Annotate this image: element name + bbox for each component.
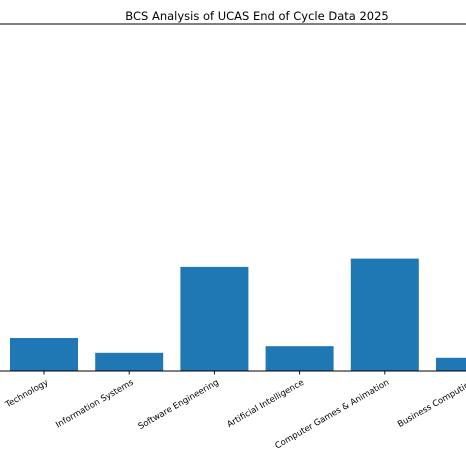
bar-2 xyxy=(180,266,249,371)
bars-group xyxy=(10,258,466,371)
x-tick-label-3: Artificial Intelligence xyxy=(225,378,305,430)
bar-1 xyxy=(95,352,164,371)
bar-3 xyxy=(265,346,334,371)
chart-title: BCS Analysis of UCAS End of Cycle Data 2… xyxy=(125,9,388,23)
x-tick-label-5: Business Computing xyxy=(396,378,466,430)
x-tick-label-1: Information Systems xyxy=(54,377,136,430)
bar-5 xyxy=(436,357,466,371)
x-tick-label-2: Software Engineering xyxy=(137,378,221,432)
bar-4 xyxy=(350,258,419,371)
bar-0 xyxy=(10,338,78,371)
x-axis-ticks: Technology Information Systems Software En… xyxy=(3,371,466,451)
x-tick-label-0: Technology xyxy=(3,378,50,411)
